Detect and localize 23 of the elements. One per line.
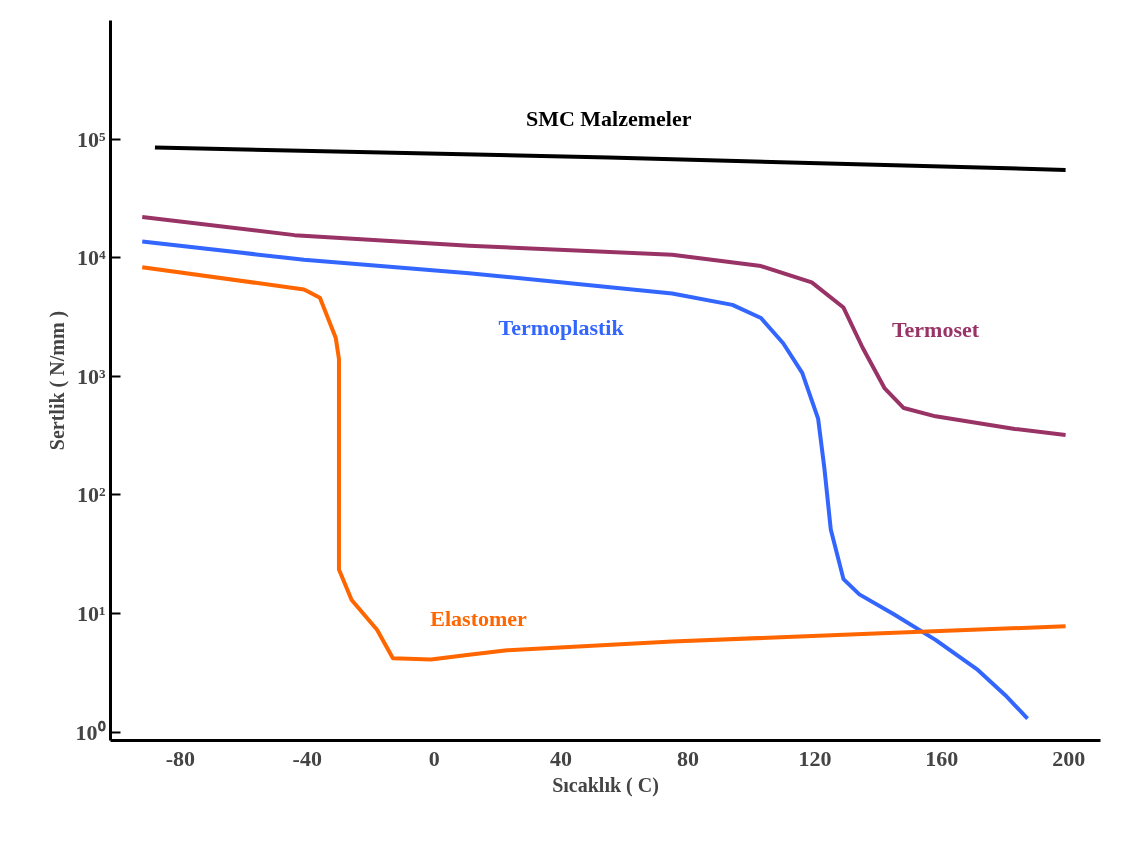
y-tick-label: 10² — [76, 482, 106, 508]
line-series — [140, 265, 1068, 662]
y-tick-label: 10¹ — [76, 601, 106, 627]
y-tick-label: 10⁴ — [76, 245, 106, 271]
x-tick-label: 200 — [1052, 745, 1086, 771]
series-label: SMC Malzemeler — [525, 105, 692, 131]
series-label: Elastomer — [430, 606, 528, 632]
x-tick-label: 160 — [925, 745, 959, 771]
y-tick-label: 10⁵ — [76, 126, 106, 152]
line-series — [140, 239, 1030, 721]
series-label: Termoplastik — [498, 314, 625, 340]
series-label: Termoset — [891, 316, 980, 342]
y-axis-title: Sertlik ( N/mm ) — [45, 310, 69, 451]
y-tick-label: 10³ — [76, 363, 106, 389]
line-series — [140, 215, 1068, 438]
x-tick-label: 80 — [677, 745, 699, 771]
x-axis-title: Sıcaklık ( C) — [552, 773, 659, 797]
x-tick-label: 120 — [798, 745, 832, 771]
x-tick-label: 40 — [550, 745, 573, 771]
x-tick-label: 0 — [428, 745, 440, 771]
x-tick-label: -40 — [292, 745, 322, 771]
x-tick-label: -80 — [165, 745, 195, 771]
y-tick-label: 10⁰ — [75, 719, 106, 745]
